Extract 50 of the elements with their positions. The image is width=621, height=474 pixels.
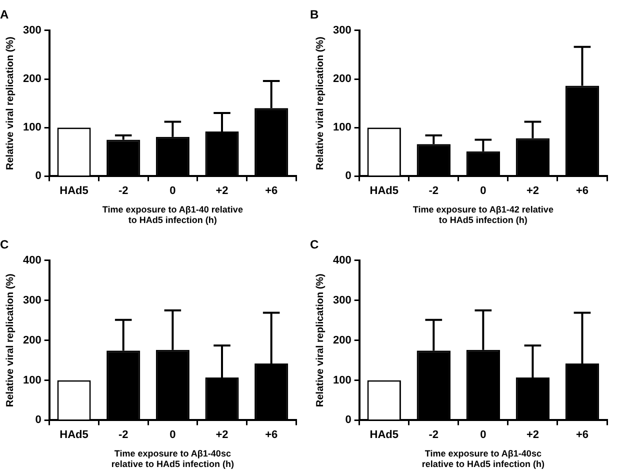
x-tick-label: +6: [576, 184, 589, 197]
y-tick-label: 0: [345, 170, 352, 182]
y-tick-label: 0: [345, 414, 352, 426]
y-axis-title: Relative viral replication (%): [314, 36, 326, 170]
x-tick-label: HAd5: [60, 428, 88, 441]
x-tick-label: 0: [170, 428, 176, 441]
y-tick-label: 100: [332, 122, 352, 134]
y-axis-title: Relative viral replication (%): [314, 274, 326, 407]
x-tick-label: HAd5: [60, 184, 88, 197]
y-axis-title: Relative viral replication (%): [4, 36, 16, 170]
x-axis-title: Time exposure to Aβ1-40sc relative to HAd5 infection (h): [422, 448, 544, 470]
x-tick-label: -2: [428, 428, 439, 441]
y-tick-label: 100: [22, 374, 42, 386]
x-tick-label: -2: [118, 184, 128, 197]
y-tick-label: 200: [332, 73, 352, 86]
y-tick-label: 100: [332, 374, 352, 386]
x-tick-label: 0: [170, 184, 176, 197]
x-tick-label: 0: [480, 184, 486, 197]
y-tick-label: 0: [35, 170, 42, 182]
x-axis-title: Time exposure to Aβ1-42 relative to HAd5 infection (h): [412, 204, 554, 226]
chart-title: C: [310, 238, 319, 252]
y-tick-label: 300: [332, 294, 352, 306]
y-tick-label: 0: [35, 414, 42, 426]
x-tick-label: +2: [216, 184, 228, 197]
y-tick-label: 400: [22, 254, 42, 266]
x-tick-label: HAd5: [370, 184, 398, 197]
y-axis-title: Relative viral replication (%): [4, 274, 16, 407]
y-tick-label: 200: [22, 73, 42, 86]
x-tick-label: +2: [526, 184, 539, 197]
y-tick-label: 300: [22, 294, 42, 306]
x-tick-label: +6: [265, 428, 278, 441]
x-axis-title: Time exposure to Aβ1-40 relative to HAd5 infection (h): [102, 204, 243, 226]
x-tick-label: -2: [118, 428, 128, 441]
x-tick-label: +2: [216, 428, 228, 441]
x-axis-title: Time exposure to Aβ1-40sc relative to HAd5 infection (h): [111, 448, 234, 470]
x-tick-label: HAd5: [370, 428, 398, 441]
x-tick-label: -2: [428, 184, 439, 197]
y-tick-label: 400: [332, 254, 352, 266]
y-tick-label: 200: [332, 334, 352, 346]
y-tick-label: 300: [22, 24, 42, 36]
x-tick-label: +6: [576, 428, 589, 441]
x-tick-label: +2: [526, 428, 539, 441]
chart-title: C: [0, 238, 9, 252]
chart-title: B: [310, 8, 319, 22]
y-tick-label: 200: [22, 334, 42, 346]
y-tick-label: 100: [22, 122, 42, 134]
chart-title: A: [0, 8, 9, 22]
x-tick-label: +6: [265, 184, 278, 197]
x-tick-label: 0: [480, 428, 486, 441]
y-tick-label: 300: [332, 24, 352, 36]
